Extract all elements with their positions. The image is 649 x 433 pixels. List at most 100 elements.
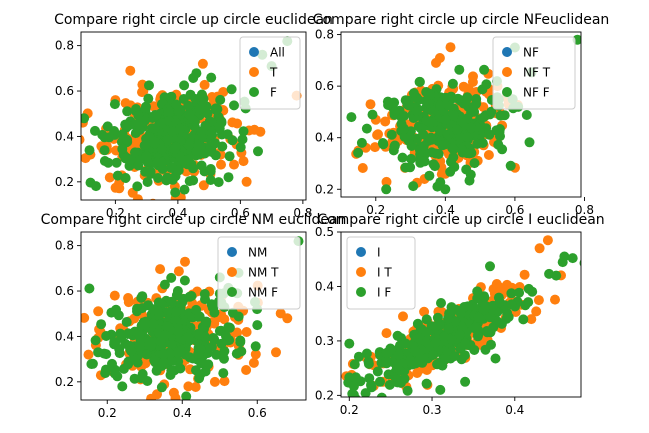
data-point [196, 358, 207, 369]
data-point [432, 312, 443, 323]
data-point [436, 169, 447, 180]
data-point [155, 264, 166, 275]
data-point [179, 184, 190, 195]
data-point [209, 376, 220, 387]
data-point [486, 106, 497, 117]
data-point [408, 88, 419, 99]
data-point [214, 121, 225, 132]
data-point [412, 318, 423, 329]
data-point [238, 156, 249, 167]
data-point [241, 327, 252, 337]
data-point [468, 71, 478, 82]
data-point [367, 109, 378, 120]
data-point [184, 352, 195, 363]
data-point [241, 365, 252, 375]
legend-label: NF T [523, 66, 551, 80]
data-point [201, 316, 212, 327]
data-point [183, 332, 194, 343]
series-2 [341, 251, 581, 397]
data-point [479, 291, 489, 302]
data-point [109, 99, 120, 110]
data-point [191, 68, 202, 79]
legend-marker [356, 287, 366, 297]
data-point [386, 129, 397, 140]
data-point [215, 94, 226, 105]
data-point [86, 359, 97, 369]
data-point [96, 319, 107, 330]
data-point [461, 94, 472, 105]
data-point [219, 314, 230, 325]
data-point [141, 349, 152, 360]
data-point [506, 299, 517, 310]
data-point [183, 381, 194, 392]
x-tick-label: 0.8 [293, 206, 312, 220]
data-point [496, 318, 507, 329]
data-point [120, 173, 131, 183]
x-tick-label: 0.3 [422, 403, 441, 417]
data-point [431, 57, 441, 68]
y-tick-label: 0.4 [315, 131, 334, 145]
data-point [381, 176, 392, 187]
data-point [418, 141, 429, 151]
data-point [372, 366, 383, 377]
chart-title: Compare right circle up circle I euclide… [317, 212, 604, 228]
data-point [381, 184, 392, 195]
data-point [443, 100, 454, 111]
data-point [531, 306, 542, 317]
data-point [389, 107, 400, 118]
data-point [527, 286, 538, 297]
data-point [200, 120, 211, 131]
y-tick-label: 0.8 [55, 239, 74, 253]
data-point [478, 112, 489, 123]
data-point [178, 155, 189, 166]
data-point [445, 166, 456, 177]
data-point [411, 106, 422, 116]
data-point [414, 76, 425, 87]
data-point [435, 177, 446, 188]
legend-marker [227, 287, 237, 297]
data-point [482, 327, 493, 338]
legend: All TF [239, 36, 301, 110]
data-point [149, 123, 160, 134]
x-tick-label: 0.2 [106, 206, 125, 220]
data-point [452, 93, 463, 104]
data-point [206, 72, 217, 83]
data-point [199, 289, 210, 299]
data-point [439, 139, 450, 150]
legend-label: All [270, 46, 285, 60]
data-point [90, 335, 101, 346]
data-point [461, 148, 472, 159]
data-point [392, 330, 403, 341]
scatter-panel-3: Compare right circle up circle NM euclid… [41, 212, 347, 420]
data-point [486, 339, 496, 350]
data-point [223, 322, 234, 333]
x-tick-label: 0.6 [505, 203, 524, 217]
data-point [426, 147, 437, 158]
axes-frame [80, 231, 307, 401]
data-point [141, 139, 152, 150]
data-point [393, 349, 404, 360]
scatter-panel-2: Compare right circle up circle NFeuclide… [313, 12, 610, 217]
data-point [361, 348, 372, 359]
data-point [526, 314, 537, 325]
data-point [199, 148, 210, 159]
data-point [502, 307, 512, 318]
data-point [360, 388, 371, 397]
data-point [408, 181, 419, 192]
legend: NF NF T NF F [492, 36, 576, 110]
data-point [194, 329, 205, 340]
x-tick-label: 0.4 [168, 206, 187, 220]
data-point [135, 373, 146, 384]
data-point [190, 94, 201, 104]
data-point [159, 330, 170, 341]
data-point [117, 381, 128, 392]
data-point [90, 125, 100, 136]
data-point [494, 297, 505, 307]
data-point [81, 312, 90, 323]
data-point [524, 137, 535, 148]
data-point [440, 92, 451, 103]
data-point [490, 353, 501, 364]
data-point [406, 141, 417, 151]
data-point [399, 111, 409, 121]
legend-marker [249, 87, 259, 97]
